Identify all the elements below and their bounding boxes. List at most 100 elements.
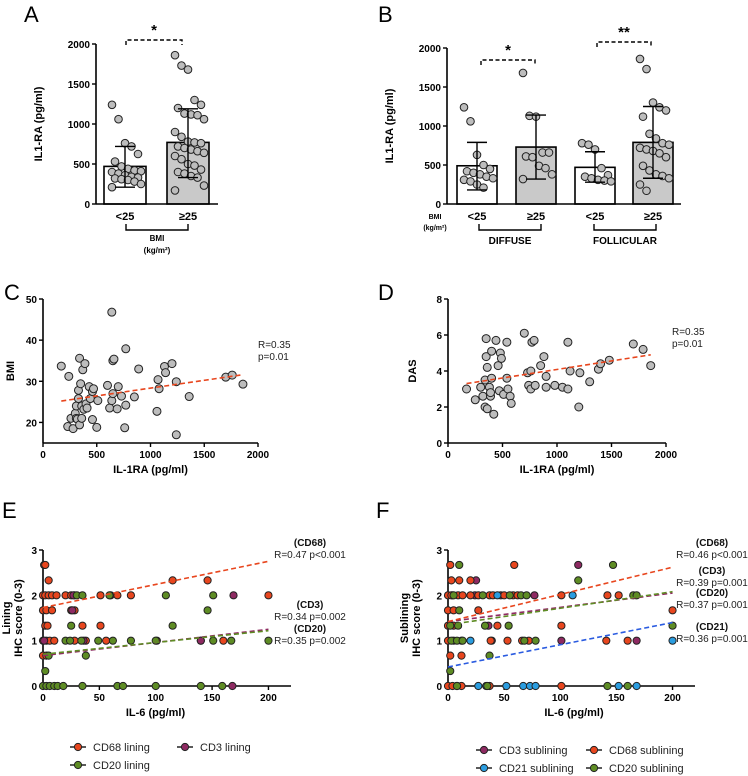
legend-label: CD20 sublining (609, 763, 684, 775)
y-tick-label: 1000 (419, 122, 442, 133)
y-tick-label: 2 (436, 591, 442, 602)
data-point-cd68 (43, 621, 52, 630)
data-point-cd68 (52, 591, 61, 600)
data-point-cd20 (264, 636, 273, 645)
data-point-cd68 (96, 621, 105, 630)
y-tick-label: 0 (436, 439, 442, 450)
data-point-cd21 (474, 681, 483, 691)
data-point (664, 173, 674, 183)
data-point-cd20 (78, 681, 87, 691)
y-axis-label: Lining (1, 602, 13, 635)
data-point-cd20 (455, 560, 464, 570)
legend-marker-cd68 (73, 742, 83, 752)
data-point (487, 346, 497, 356)
x-tick-label: 200 (664, 693, 681, 704)
data-point-cd20 (209, 591, 218, 600)
y-tick-label: 6 (436, 331, 442, 342)
data-point (183, 65, 193, 74)
data-point (466, 117, 475, 126)
data-point-cd20 (483, 681, 492, 691)
group-label: FOLLICULAR (593, 236, 658, 247)
legend-label: CD3 lining (200, 742, 251, 754)
data-point-cd21 (568, 591, 577, 600)
category-label: ≥25 (179, 211, 197, 223)
y-tick-label: 1500 (419, 83, 442, 94)
data-point (476, 382, 486, 392)
data-point (661, 152, 671, 162)
data-point-cd68 (458, 591, 467, 600)
trend-line (466, 354, 651, 385)
panel-label-d: D (378, 280, 394, 305)
data-point (107, 182, 117, 192)
data-point-cd68 (486, 636, 495, 645)
data-point (82, 403, 92, 413)
significance-label: * (151, 22, 157, 39)
annotation-stats: R=0.37 p=0.001 (676, 600, 748, 611)
data-point (646, 361, 656, 371)
data-point-cd20 (446, 666, 455, 676)
data-point-cd68 (264, 591, 273, 600)
data-point-cd20 (218, 681, 227, 691)
data-point-cd3 (530, 591, 539, 600)
data-point-cd21 (466, 636, 475, 645)
data-point (170, 50, 180, 60)
data-point-cd68 (668, 606, 677, 615)
data-point (77, 413, 87, 423)
group-bracket (125, 224, 189, 231)
data-point (136, 179, 146, 189)
data-point (485, 164, 495, 174)
data-point-cd20 (623, 681, 632, 691)
data-point-cd20 (603, 681, 612, 691)
data-point (196, 138, 206, 148)
legend-marker-cd3 (479, 745, 489, 755)
x-tick-label: 1500 (193, 450, 216, 461)
data-point (93, 396, 103, 406)
data-point-cd3 (574, 560, 583, 570)
data-point (107, 307, 117, 317)
stat-label: p=0.01 (258, 352, 289, 363)
data-point (563, 384, 573, 394)
stat-label: R=0.35 (672, 327, 705, 338)
x-tick-label: 100 (552, 693, 569, 704)
y-tick-label: 4 (436, 367, 442, 378)
panel-e: E 0 50 100 150 200 0 1 2 3 IL-6 (pg/ml) Lining IHC … (1, 498, 346, 772)
x-tick-label: 100 (147, 693, 164, 704)
significance-bracket (596, 41, 652, 47)
data-point (177, 61, 186, 70)
annotation-title: (CD3) (297, 600, 324, 611)
data-point (184, 392, 194, 402)
data-point (638, 112, 648, 121)
legend-label: CD68 lining (93, 742, 150, 754)
data-point-cd3 (229, 591, 238, 600)
legend-label: CD3 sublining (499, 745, 567, 757)
x-tick-label: 0 (445, 450, 451, 461)
category-label: <25 (468, 211, 487, 223)
x-axis-label: IL-1RA (pg/ml) (520, 464, 595, 476)
stat-label: R=0.35 (258, 340, 291, 351)
annotation-title: (CD21) (696, 622, 728, 633)
data-point (488, 173, 498, 183)
panel-label-a: A (24, 2, 39, 27)
category-label: <25 (586, 211, 605, 223)
data-point-cd20 (59, 681, 68, 691)
data-point (642, 186, 651, 196)
y-tick-label: 0 (435, 200, 441, 211)
data-point-cd20 (668, 621, 677, 630)
y-tick-label: 3 (31, 546, 37, 557)
data-point (199, 148, 209, 158)
data-point-cd20 (574, 576, 583, 585)
panel-label-f: F (376, 498, 389, 523)
data-point (478, 391, 488, 401)
y-tick-label: 40 (26, 336, 38, 347)
data-point-cd68 (557, 621, 566, 630)
y-tick-label: 8 (436, 295, 442, 306)
data-point-cd20 (78, 591, 87, 600)
x-axis-label: IL-1RA (pg/ml) (113, 464, 188, 476)
data-point (109, 354, 119, 364)
y-tick-label: 1 (31, 637, 37, 648)
data-point (161, 368, 171, 378)
legend-marker-cd21 (479, 763, 489, 773)
data-point (486, 388, 496, 398)
data-point (134, 364, 144, 374)
